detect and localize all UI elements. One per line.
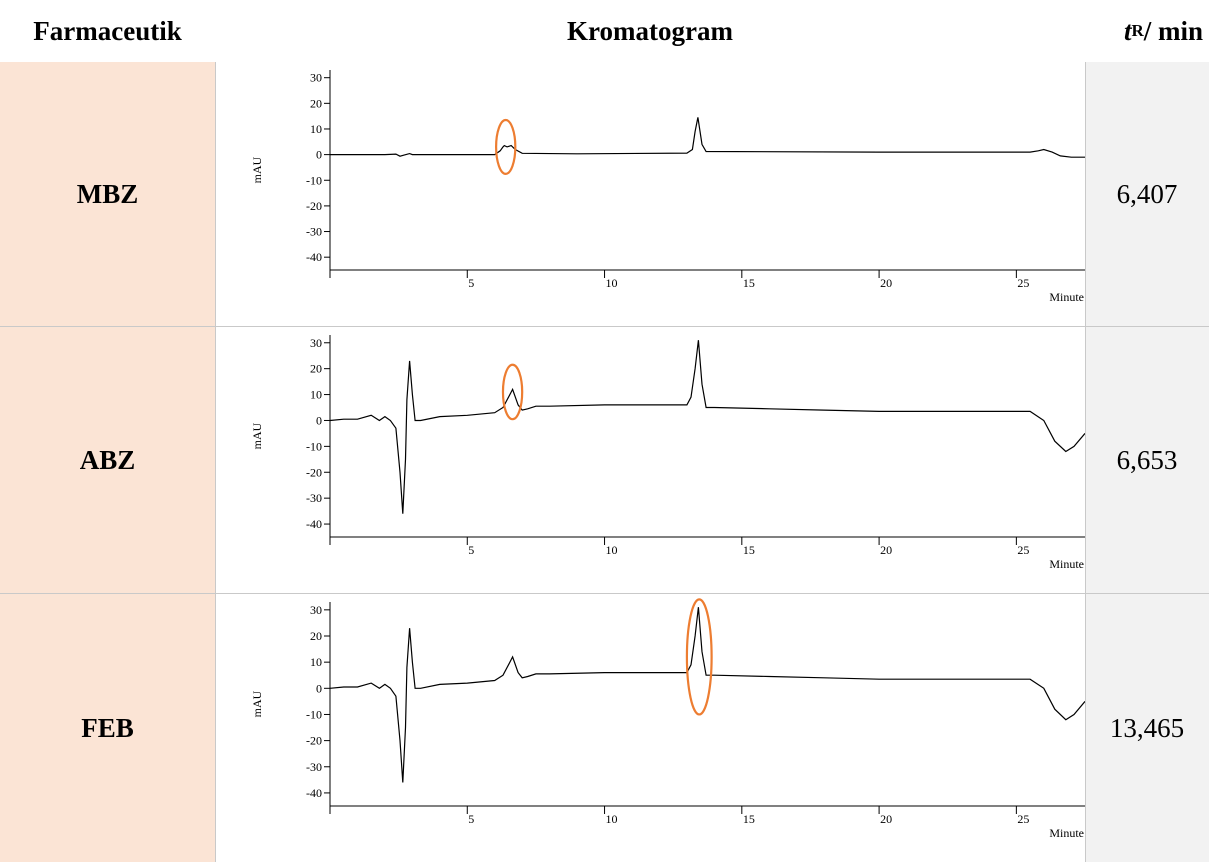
x-tick-label: 25 [1017, 543, 1029, 557]
y-tick-label: -40 [306, 250, 322, 264]
header-chromatogram: Kromatogram [215, 0, 1085, 62]
y-tick-label: 30 [310, 603, 322, 617]
x-tick-label: 5 [468, 812, 474, 826]
retention-time-value: 13,465 [1109, 712, 1185, 743]
y-tick-label: -10 [306, 439, 322, 453]
y-tick-label: -10 [306, 707, 322, 721]
x-tick-label: 20 [880, 812, 892, 826]
header-chromatogram-label: Kromatogram [567, 15, 733, 46]
chromatogram-trace [330, 117, 1085, 158]
y-tick-label: -30 [306, 225, 322, 239]
header-drug: Farmaceutik [0, 0, 215, 62]
x-tick-label: 25 [1017, 276, 1029, 290]
x-tick-label: 15 [743, 812, 755, 826]
x-axis-label: Minute [1049, 826, 1084, 840]
y-tick-label: 30 [310, 336, 322, 350]
x-tick-label: 15 [743, 543, 755, 557]
x-tick-label: 10 [606, 276, 618, 290]
chromatogram-cell: 30 20 10 0 -10 -20 -30 -40 5 10 15 20 25 mAU Minute [215, 594, 1086, 862]
chromatogram-trace [329, 340, 1086, 514]
y-tick-label: -20 [306, 465, 322, 479]
row-divider [0, 326, 1209, 327]
x-tick-label: 25 [1017, 812, 1029, 826]
x-tick-label: 10 [606, 812, 618, 826]
y-axis-label: mAU [250, 690, 264, 717]
chromatogram-cell: 30 20 10 0 -10 -20 -30 -40 5 10 15 20 25 mAU Minute [215, 327, 1086, 593]
x-tick-label: 5 [468, 543, 474, 557]
y-tick-label: -30 [306, 760, 322, 774]
row-divider [0, 593, 1209, 594]
x-tick-label: 20 [880, 276, 892, 290]
y-tick-label: 0 [316, 681, 322, 695]
y-tick-label: 0 [316, 413, 322, 427]
retention-time-cell: 6,653 [1085, 327, 1209, 593]
retention-time-cell: 6,407 [1085, 62, 1209, 326]
drug-name: ABZ [79, 444, 136, 475]
table-row-feb: FEB 30 20 10 0 -10 -20 -30 -40 5 10 15 20 25 mAU Minut… [0, 594, 1209, 862]
y-axis-label: mAU [250, 156, 264, 183]
x-tick-label: 5 [468, 276, 474, 290]
y-tick-label: 0 [316, 148, 322, 162]
y-tick-label: 10 [310, 388, 322, 402]
drug-cell: FEB [0, 594, 215, 862]
peak-highlight [494, 118, 517, 175]
y-tick-label: 10 [310, 655, 322, 669]
table-row-abz: ABZ 30 20 10 0 -10 -20 -30 -40 5 10 15 20 25 mAU Minut… [0, 327, 1209, 593]
peak-highlight [685, 598, 713, 716]
drug-name: FEB [81, 712, 134, 743]
retention-time-cell: 13,465 [1085, 594, 1209, 862]
chromatogram-cell: 30 20 10 0 -10 -20 -30 -40 5 10 15 20 25 mAU Minute [215, 62, 1085, 326]
chromatogram-mbz: 30 20 10 0 -10 -20 -30 -40 5 10 15 20 25 mAU Minute [250, 70, 1085, 304]
x-axis-label: Minute [1049, 290, 1084, 304]
y-tick-label: 10 [310, 122, 322, 136]
chromatogram-abz: 30 20 10 0 -10 -20 -30 -40 5 10 15 20 25 mAU Minute [250, 335, 1086, 571]
y-tick-label: 20 [310, 96, 322, 110]
header-tr-symbol: t [1123, 15, 1132, 46]
header-tr-unit: / min [1143, 15, 1203, 46]
chromatogram-feb: 30 20 10 0 -10 -20 -30 -40 5 10 15 20 25 mAU Minute [250, 598, 1086, 840]
drug-name: MBZ [76, 178, 139, 209]
column-divider [215, 62, 216, 862]
header-tr-subscript: R [1131, 21, 1144, 40]
x-tick-label: 15 [743, 276, 755, 290]
y-tick-label: -10 [306, 173, 322, 187]
column-divider [1085, 62, 1086, 862]
table-row-mbz: MBZ 30 20 10 0 -10 -20 -30 -40 5 10 15 20 25 mAU Minut… [0, 62, 1209, 326]
y-tick-label: -30 [306, 491, 322, 505]
y-tick-label: -40 [306, 786, 322, 800]
x-tick-label: 10 [606, 543, 618, 557]
retention-time-value: 6,407 [1116, 178, 1178, 209]
drug-cell: ABZ [0, 327, 215, 593]
peak-highlight [501, 363, 524, 421]
y-tick-label: 20 [310, 629, 322, 643]
header-drug-label: Farmaceutik [33, 15, 182, 46]
y-tick-label: -20 [306, 199, 322, 213]
retention-time-value: 6,653 [1116, 444, 1178, 475]
drug-cell: MBZ [0, 62, 215, 326]
y-tick-label: -20 [306, 734, 322, 748]
y-tick-label: -40 [306, 517, 322, 531]
x-tick-label: 20 [880, 543, 892, 557]
chromatogram-trace [329, 607, 1086, 783]
y-tick-label: 30 [310, 71, 322, 85]
y-tick-label: 20 [310, 362, 322, 376]
y-axis-label: mAU [250, 422, 264, 449]
x-axis-label: Minute [1049, 557, 1084, 571]
